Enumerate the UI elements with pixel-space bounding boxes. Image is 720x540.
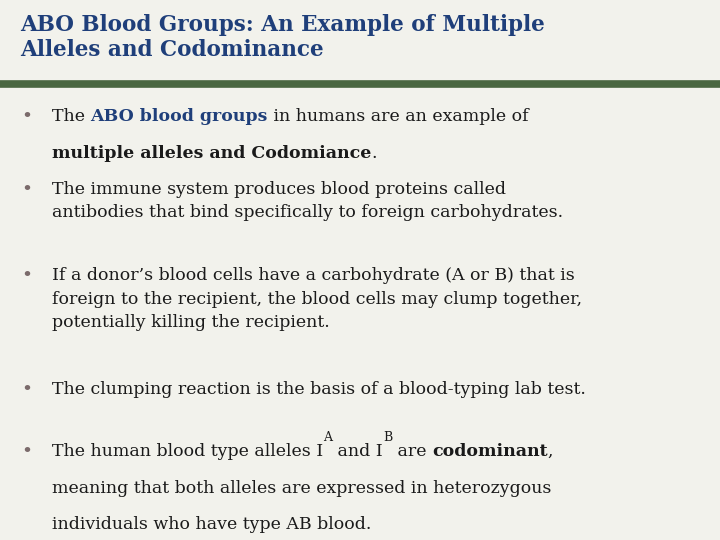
Text: The human blood type alleles I: The human blood type alleles I — [52, 443, 323, 460]
Text: codominant: codominant — [432, 443, 548, 460]
Text: If a donor’s blood cells have a carbohydrate (A or B) that is
foreign to the rec: If a donor’s blood cells have a carbohyd… — [52, 267, 582, 332]
Text: •: • — [22, 267, 32, 285]
Text: multiple alleles and Codomiance: multiple alleles and Codomiance — [52, 145, 372, 161]
Text: ,: , — [548, 443, 553, 460]
Text: A: A — [323, 431, 332, 444]
Text: The: The — [52, 108, 90, 125]
Text: .: . — [372, 145, 377, 161]
Text: •: • — [22, 181, 32, 199]
Text: meaning that both alleles are expressed in heterozygous: meaning that both alleles are expressed … — [52, 480, 552, 496]
Text: ABO blood groups: ABO blood groups — [90, 108, 268, 125]
Text: in humans are an example of: in humans are an example of — [268, 108, 528, 125]
Text: •: • — [22, 381, 32, 399]
Text: •: • — [22, 443, 32, 461]
Text: •: • — [22, 108, 32, 126]
Text: individuals who have type AB blood.: individuals who have type AB blood. — [52, 516, 372, 533]
Text: are: are — [392, 443, 432, 460]
Text: ABO Blood Groups: An Example of Multiple
Alleles and Codominance: ABO Blood Groups: An Example of Multiple… — [20, 14, 545, 61]
Text: and I: and I — [332, 443, 383, 460]
Text: B: B — [383, 431, 392, 444]
Text: The clumping reaction is the basis of a blood-typing lab test.: The clumping reaction is the basis of a … — [52, 381, 585, 397]
Text: The immune system produces blood proteins called
antibodies that bind specifical: The immune system produces blood protein… — [52, 181, 563, 221]
